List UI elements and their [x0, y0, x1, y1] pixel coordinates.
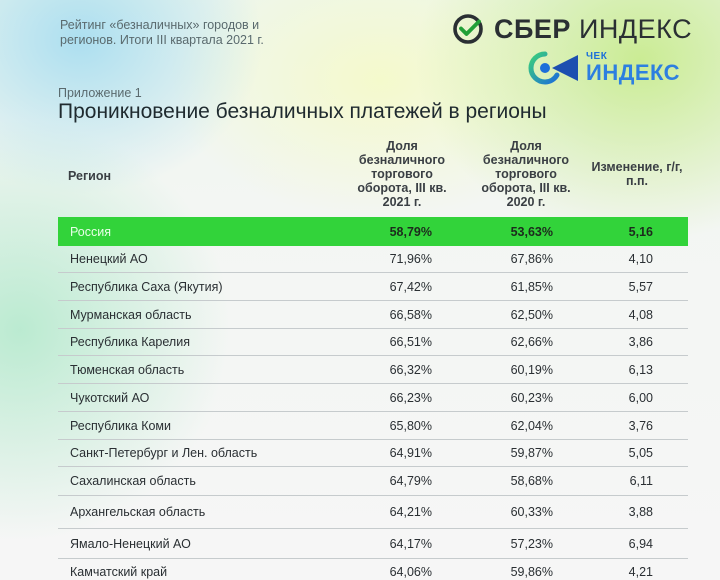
- cell-change: 6,11: [629, 474, 653, 488]
- cell-region: Ямало-Ненецкий АО: [70, 536, 191, 551]
- cell-share-2020: 60,33%: [510, 505, 553, 519]
- cell-change: 3,86: [628, 335, 653, 349]
- cell-share-2021: 66,23%: [389, 390, 432, 405]
- cell-share-2021: 67,42%: [389, 279, 432, 294]
- cell-share-2021: 66,58%: [389, 307, 432, 322]
- cell-change: 3,88: [628, 505, 653, 519]
- cell-region: Чукотский АО: [70, 390, 150, 405]
- chek-logo-small-text: ЧЕК: [586, 51, 608, 62]
- cell-share-2020: 62,50%: [510, 307, 553, 322]
- report-title: Рейтинг «безналичных» городов и регионов…: [60, 18, 264, 47]
- cell-share-2021: 64,06%: [389, 565, 432, 579]
- cell-region: Ненецкий АО: [70, 252, 148, 266]
- sber-logo-bold-text: СБЕР: [494, 13, 571, 44]
- cell-share-2021: 58,79%: [389, 224, 432, 239]
- cell-region: Республика Саха (Якутия): [70, 279, 223, 294]
- cell-share-2020: 67,86%: [510, 252, 553, 266]
- cell-change: 6,00: [628, 390, 653, 405]
- cell-change: 4,10: [628, 252, 653, 266]
- cell-share-2021: 64,91%: [389, 446, 432, 460]
- cell-change: 5,05: [628, 446, 653, 460]
- table-row: Камчатский край 64,06% 59,86% 4,21: [58, 559, 688, 580]
- cell-change: 5,16: [628, 224, 653, 239]
- table-row: Мурманская область 66,58% 62,50% 4,08: [58, 301, 688, 329]
- chek-logo-icon: [528, 51, 578, 85]
- cell-share-2021: 64,21%: [389, 505, 432, 519]
- cell-share-2021: 64,17%: [389, 536, 432, 551]
- table-row: Ямало-Ненецкий АО 64,17% 57,23% 6,94: [58, 529, 688, 559]
- table-row-russia: Россия 58,79% 53,63% 5,16: [58, 217, 688, 246]
- table-row: Республика Карелия 66,51% 62,66% 3,86: [58, 329, 688, 356]
- cell-change: 5,57: [628, 279, 653, 294]
- sber-logo-light-text: ИНДЕКС: [578, 13, 693, 44]
- cell-share-2020: 62,66%: [510, 335, 553, 349]
- table-row: Архангельская область 64,21% 60,33% 3,88: [58, 496, 688, 529]
- cell-share-2020: 57,23%: [510, 536, 553, 551]
- column-header-change: Изменение, г/г, п.п.: [591, 160, 683, 188]
- cell-share-2020: 58,68%: [510, 474, 553, 488]
- cell-region: Сахалинская область: [70, 474, 196, 488]
- cell-region: Санкт-Петербург и Лен. область: [70, 446, 258, 460]
- cell-share-2020: 59,86%: [510, 565, 553, 579]
- cell-change: 4,08: [628, 307, 653, 322]
- cell-share-2020: 60,23%: [510, 390, 553, 405]
- table-row: Чукотский АО 66,23% 60,23% 6,00: [58, 384, 688, 412]
- cell-change: 3,76: [628, 418, 653, 433]
- table-header: Регион Доля безналичного торгового оборо…: [58, 136, 688, 216]
- table-row: Республика Саха (Якутия) 67,42% 61,85% 5…: [58, 273, 688, 301]
- cell-share-2020: 59,87%: [510, 446, 553, 460]
- cell-share-2021: 71,96%: [389, 252, 432, 266]
- cell-share-2020: 62,04%: [510, 418, 553, 433]
- sber-index-logo: СБЕР ИНДЕКС: [452, 12, 692, 46]
- cell-region: Камчатский край: [70, 565, 168, 579]
- column-header-region: Регион: [68, 169, 112, 183]
- cell-region: Россия: [70, 224, 111, 239]
- cell-region: Тюменская область: [70, 362, 185, 377]
- sber-logo-icon: [453, 14, 483, 44]
- table-row: Ненецкий АО 71,96% 67,86% 4,10: [58, 246, 688, 273]
- chek-index-logo: ЧЕК ИНДЕКС: [528, 50, 680, 86]
- cell-region: Республика Коми: [70, 418, 172, 433]
- page-title: Проникновение безналичных платежей в рег…: [58, 100, 547, 123]
- column-header-share-2020: Доля безналичного торгового оборота, III…: [481, 139, 571, 209]
- cell-share-2020: 53,63%: [510, 224, 553, 239]
- chek-logo-big-text: ИНДЕКС: [586, 60, 681, 85]
- table-row: Республика Коми 65,80% 62,04% 3,76: [58, 412, 688, 440]
- table-row: Санкт-Петербург и Лен. область 64,91% 59…: [58, 440, 688, 467]
- cell-share-2020: 60,19%: [510, 362, 553, 377]
- cell-region: Республика Карелия: [70, 335, 190, 349]
- table-row: Сахалинская область 64,79% 58,68% 6,11: [58, 467, 688, 496]
- cell-change: 6,13: [628, 362, 653, 377]
- cell-share-2021: 66,51%: [389, 335, 432, 349]
- cell-region: Архангельская область: [70, 505, 206, 519]
- cell-share-2021: 64,79%: [389, 474, 432, 488]
- appendix-label: Приложение 1: [58, 86, 142, 100]
- cell-share-2021: 66,32%: [389, 362, 432, 377]
- cell-change: 6,94: [628, 536, 653, 551]
- cell-change: 4,21: [628, 565, 653, 579]
- table-row: Тюменская область 66,32% 60,19% 6,13: [58, 356, 688, 384]
- cell-region: Мурманская область: [70, 307, 192, 322]
- column-header-share-2021: Доля безналичного торгового оборота, III…: [357, 139, 447, 209]
- cell-share-2021: 65,80%: [389, 418, 432, 433]
- cell-share-2020: 61,85%: [510, 279, 553, 294]
